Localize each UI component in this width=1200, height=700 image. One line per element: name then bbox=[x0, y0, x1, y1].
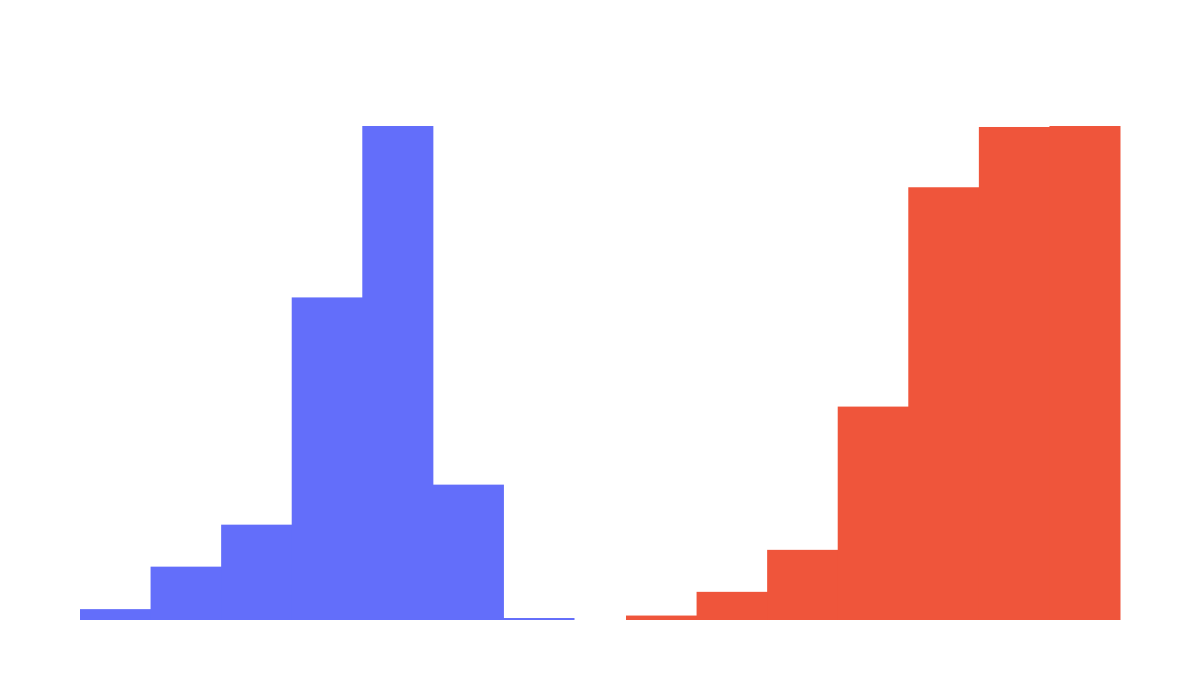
left-histogram-panel bbox=[80, 126, 575, 620]
right-histogram-bar-2 bbox=[696, 591, 768, 620]
right-histogram-bar-6 bbox=[978, 126, 1050, 621]
right-histogram-bar-4 bbox=[837, 406, 909, 620]
left-histogram-bar-2 bbox=[150, 566, 222, 620]
left-histogram-bar-5 bbox=[362, 126, 434, 620]
left-histogram-bar-7 bbox=[503, 618, 575, 620]
left-histogram-bar-3 bbox=[221, 524, 293, 620]
left-histogram-bar-4 bbox=[291, 297, 363, 620]
right-histogram-bar-3 bbox=[767, 549, 839, 620]
right-histogram-bar-7 bbox=[1049, 126, 1121, 620]
right-histogram-panel bbox=[626, 126, 1121, 621]
left-histogram-bar-6 bbox=[432, 484, 504, 620]
left-histogram-bar-1 bbox=[80, 609, 152, 620]
right-histogram-bar-5 bbox=[908, 187, 980, 620]
right-histogram-bar-1 bbox=[626, 615, 698, 620]
